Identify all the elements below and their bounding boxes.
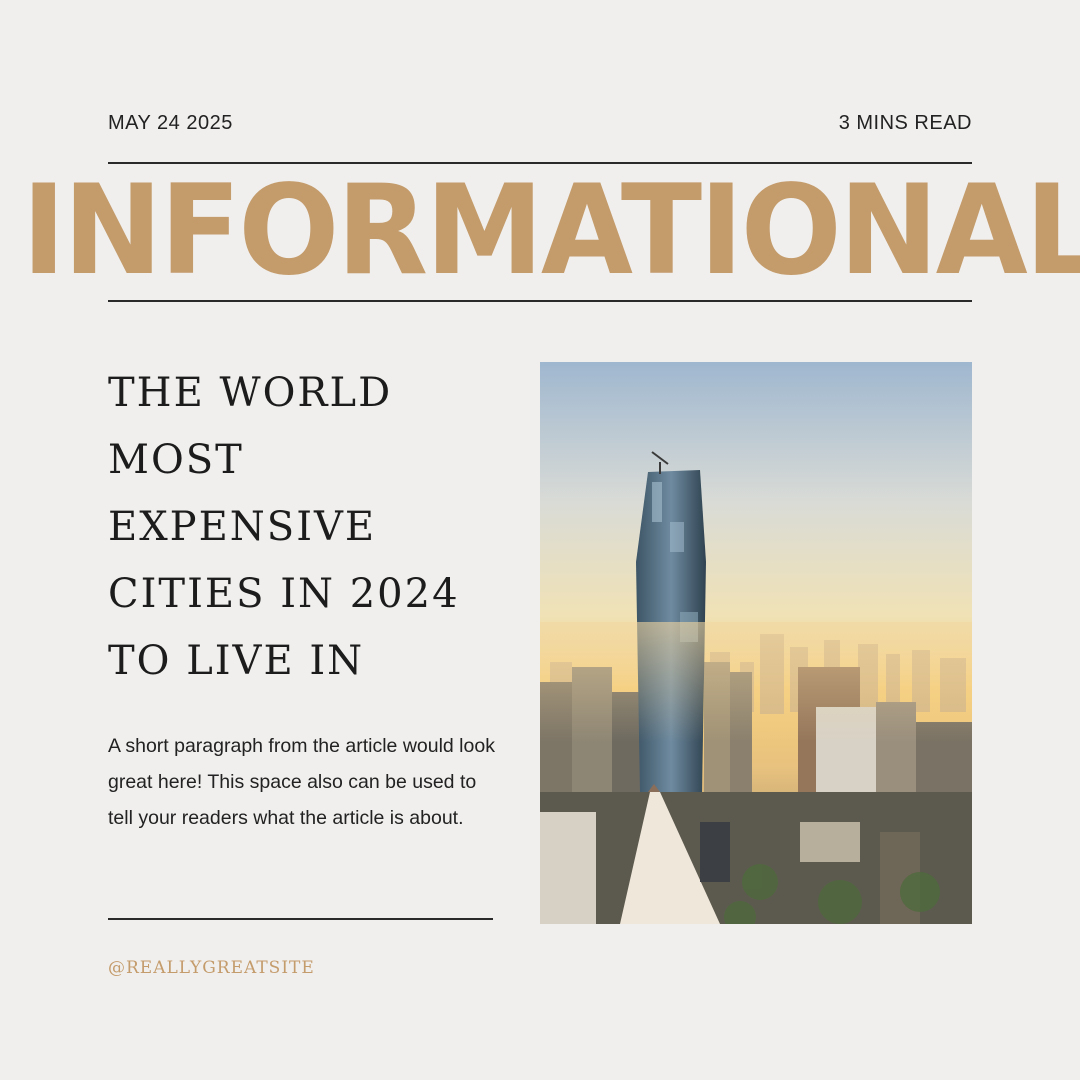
read-time: 3 MINS READ — [838, 112, 972, 134]
social-handle: @REALLYGREATSITE — [108, 958, 315, 978]
publish-date: MAY 24 2025 — [108, 112, 233, 134]
masthead-title: INFORMATIONAL — [21, 159, 1080, 303]
article-summary: A short paragraph from the article would… — [108, 735, 495, 829]
city-skyline-photo — [540, 362, 972, 924]
masthead-rule — [108, 300, 972, 302]
summary-rule — [108, 918, 493, 920]
article-headline: THE WORLD MOST EXPENSIVE CITIES IN 2024 … — [108, 370, 460, 684]
top-rule — [108, 162, 972, 164]
